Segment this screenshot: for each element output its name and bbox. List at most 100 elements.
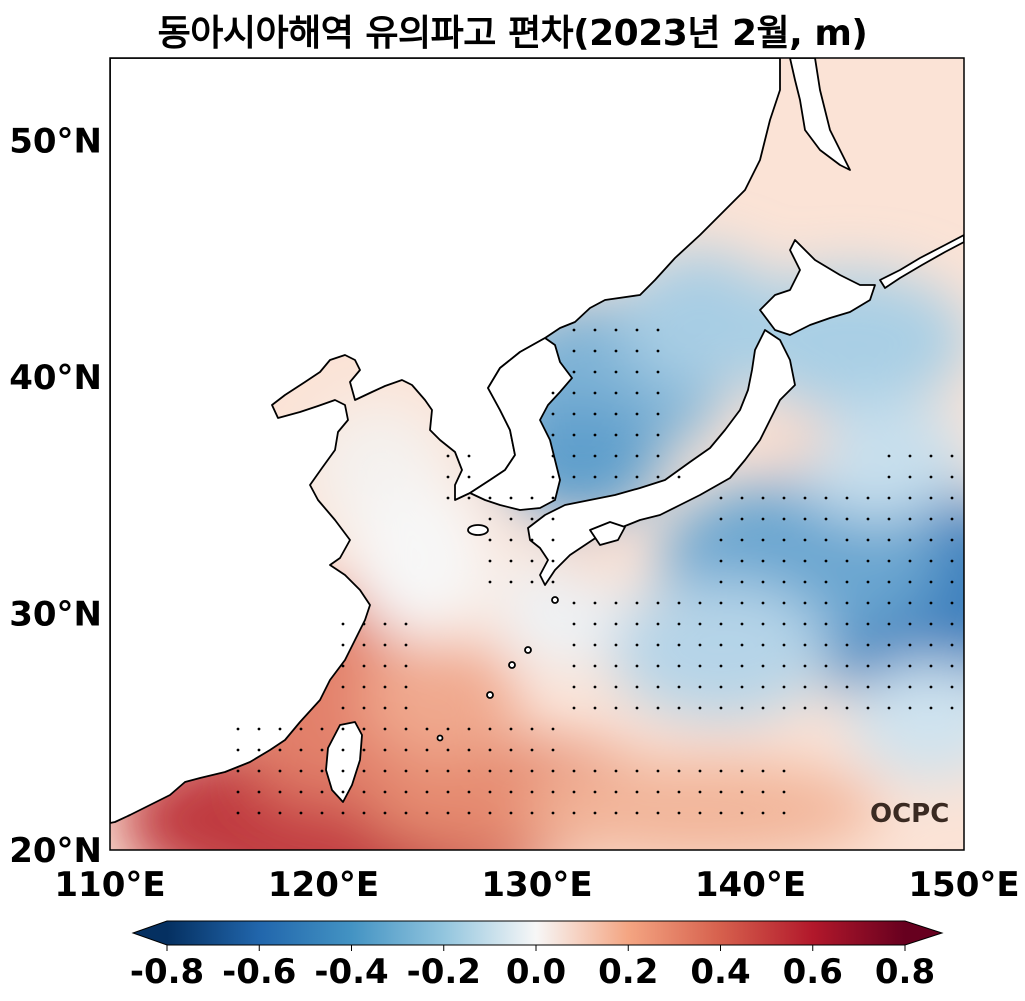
stipple-dot [761, 622, 765, 626]
stipple-dot [677, 601, 681, 605]
stipple-dot [740, 496, 744, 500]
stipple-dot [530, 538, 534, 542]
stipple-dot [635, 391, 639, 395]
stipple-dot [614, 391, 618, 395]
stipple-dot [614, 475, 618, 479]
stipple-dot [656, 685, 660, 689]
stipple-dot [824, 601, 828, 605]
stipple-dot [341, 664, 345, 668]
latitude-tick-labels: 20°N 30°N 40°N 50°N [9, 122, 102, 871]
longitude-tick-labels: 110°E 120°E 130°E 140°E 150°E [54, 865, 1019, 905]
stipple-dot [614, 328, 618, 332]
kuril-islands [879, 234, 964, 289]
stipple-dot [782, 706, 786, 710]
stipple-dot [278, 790, 282, 794]
stipple-dot [635, 412, 639, 416]
stipple-dot [887, 496, 891, 500]
stipple-dot [677, 811, 681, 815]
stipple-dot [908, 706, 912, 710]
stipple-dot [887, 475, 891, 479]
stipple-dot [236, 811, 240, 815]
stipple-dot [929, 622, 933, 626]
stipple-dot [803, 706, 807, 710]
stipple-dot [677, 769, 681, 773]
stipple-dot [635, 790, 639, 794]
stipple-dot [551, 391, 555, 395]
stipple-dot [887, 559, 891, 563]
stipple-dot [299, 811, 303, 815]
stipple-dot [320, 790, 324, 794]
stipple-dot [719, 622, 723, 626]
stipple-dot [656, 706, 660, 710]
stipple-dot [635, 433, 639, 437]
stipple-dot [278, 727, 282, 731]
stipple-dot [467, 790, 471, 794]
stipple-dot [572, 706, 576, 710]
stipple-dot [656, 328, 660, 332]
stipple-dot [635, 706, 639, 710]
stipple-dot [929, 475, 933, 479]
stipple-dot [404, 685, 408, 689]
stipple-dot [614, 706, 618, 710]
stipple-dot [782, 685, 786, 689]
stipple-dot [551, 454, 555, 458]
stipple-dot [572, 643, 576, 647]
stipple-dot [572, 328, 576, 332]
stipple-dot [677, 790, 681, 794]
stipple-dot [467, 811, 471, 815]
stipple-dot [908, 622, 912, 626]
stipple-dot [530, 727, 534, 731]
stipple-dot [551, 559, 555, 563]
lon-tick-label: 130°E [481, 865, 592, 905]
stipple-dot [824, 622, 828, 626]
stipple-dot [950, 664, 954, 668]
stipple-dot [908, 643, 912, 647]
stipple-dot [614, 433, 618, 437]
stipple-dot [593, 370, 597, 374]
stipple-dot [467, 748, 471, 752]
stipple-dot [635, 664, 639, 668]
stipple-dot [362, 685, 366, 689]
stipple-dot [488, 580, 492, 584]
stipple-dot [908, 685, 912, 689]
stipple-dot [425, 727, 429, 731]
stipple-dot [593, 622, 597, 626]
stipple-dot [278, 748, 282, 752]
stipple-dot [656, 811, 660, 815]
stipple-dot [740, 769, 744, 773]
stipple-dot [887, 454, 891, 458]
stipple-dot [782, 664, 786, 668]
stipple-dot [614, 601, 618, 605]
stipple-dot [509, 790, 513, 794]
stipple-dot [530, 580, 534, 584]
stipple-dot [635, 601, 639, 605]
stipple-dot [635, 454, 639, 458]
stipple-dot [866, 664, 870, 668]
stipple-dot [488, 748, 492, 752]
stipple-dot [908, 517, 912, 521]
stipple-dot [845, 622, 849, 626]
lon-tick-label: 140°E [695, 865, 806, 905]
stipple-dot [530, 496, 534, 500]
stipple-dot [950, 601, 954, 605]
stipple-dot [341, 811, 345, 815]
stipple-dot [677, 622, 681, 626]
ryukyu-island [486, 691, 494, 699]
stipple-dot [320, 748, 324, 752]
stipple-dot [656, 664, 660, 668]
stipple-dot [719, 769, 723, 773]
stipple-dot [362, 727, 366, 731]
stipple-dot [782, 811, 786, 815]
stipple-dot [299, 790, 303, 794]
stipple-dot [887, 538, 891, 542]
stipple-dot [446, 769, 450, 773]
stipple-dot [845, 538, 849, 542]
stipple-dot [719, 811, 723, 815]
stipple-dot [551, 790, 555, 794]
stipple-dot [551, 517, 555, 521]
stipple-dot [782, 559, 786, 563]
stipple-dot [677, 685, 681, 689]
stipple-dot [362, 664, 366, 668]
stipple-dot [572, 769, 576, 773]
stipple-dot [383, 811, 387, 815]
